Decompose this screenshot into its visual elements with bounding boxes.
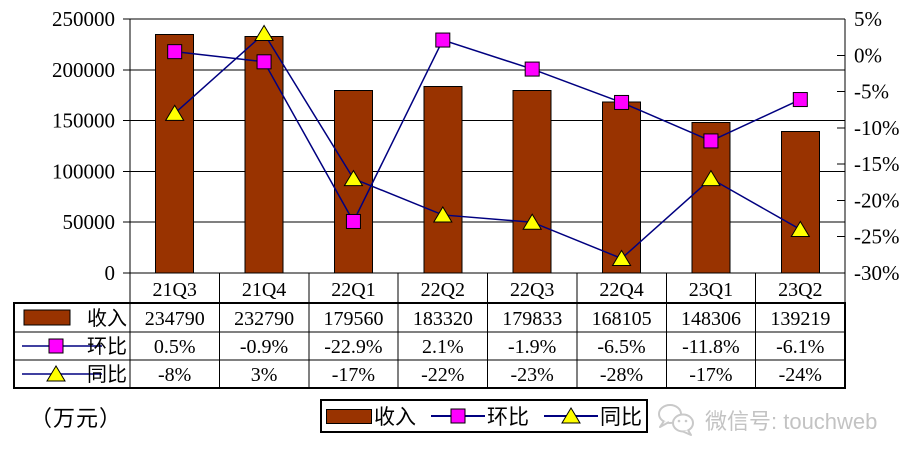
x-axis-label: 22Q1 <box>331 279 375 301</box>
yoy-marker <box>343 169 364 187</box>
left-axis-tick-label: 50000 <box>63 210 116 234</box>
x-axis-label: 22Q3 <box>510 279 554 301</box>
table-cell-value: 139219 <box>770 308 830 330</box>
table-cell-value: -1.9% <box>508 336 556 358</box>
watermark-text: 微信号: touchweb <box>705 409 878 434</box>
revenue-bar <box>423 86 463 274</box>
qoq-line <box>174 39 801 224</box>
table-cell-value: -8% <box>158 364 191 386</box>
yoy-marker <box>254 24 274 42</box>
table-cell-value: -24% <box>779 364 822 386</box>
yoy-line <box>174 32 801 260</box>
qoq-marker-icon <box>431 408 485 424</box>
right-axis-tick-label: -20% <box>854 188 900 212</box>
legend-label-revenue: 收入 <box>374 405 416 429</box>
table-key-yoy-label: 同比 <box>87 363 127 386</box>
legend-item-qoq: 环比 <box>431 401 529 431</box>
table-cell-value: -6.5% <box>597 336 645 358</box>
yoy-marker <box>790 220 811 237</box>
x-axis-label: 21Q3 <box>152 279 196 301</box>
table-key-revenue-label: 收入 <box>87 307 127 330</box>
yoy-marker <box>611 249 632 266</box>
wechat-icon <box>658 404 694 436</box>
watermark: 微信号: touchweb <box>656 399 877 441</box>
revenue-bar <box>244 35 284 274</box>
qoq-marker <box>614 94 630 110</box>
yoy-marker <box>701 169 721 187</box>
table-cell-value: -6.1% <box>776 336 824 358</box>
chart-legend: 收入 环比 同比 <box>320 399 648 433</box>
table-cell-value: 0.5% <box>154 336 196 358</box>
right-axis-tick-label: -25% <box>854 225 900 249</box>
legend-label-yoy: 同比 <box>600 405 642 429</box>
table-cell-value: 168105 <box>592 308 652 330</box>
revenue-bar <box>155 33 195 274</box>
legend-item-yoy: 同比 <box>544 401 642 431</box>
left-axis-tick-label: 250000 <box>52 7 115 31</box>
qoq-marker <box>167 44 183 60</box>
table-cell-value: -17% <box>332 364 375 386</box>
right-axis-tick-label: 0% <box>854 43 882 67</box>
right-axis-tick-label: 5% <box>854 7 882 31</box>
yoy-marker <box>522 213 543 230</box>
revenue-bar <box>512 89 552 274</box>
table-cell-value: -28% <box>600 364 643 386</box>
right-axis-tick-label: -10% <box>854 116 900 140</box>
revenue-bar <box>602 101 642 274</box>
table-cell-value: -22% <box>421 364 464 386</box>
table-cell-value: 179833 <box>502 308 562 330</box>
table-cell-value: 2.1% <box>422 336 464 358</box>
table-cell-value: -0.9% <box>240 336 288 358</box>
yoy-marker-icon <box>544 407 598 424</box>
table-cell-value: -11.8% <box>682 336 740 358</box>
table-key-qoq-icon <box>48 338 64 354</box>
table-key-qoq-label: 环比 <box>87 335 127 358</box>
table-cell-value: 148306 <box>681 308 741 330</box>
axes: 250000 200000 150000 100000 50000 0 5% 0% -5% -10… <box>52 7 900 303</box>
revenue-bar <box>780 131 820 274</box>
table-cell-value: 232790 <box>234 308 294 330</box>
table-cell-value: -17% <box>689 364 732 386</box>
right-axis-tick-label: -15% <box>854 152 900 176</box>
left-axis-tick-label: 150000 <box>52 109 115 133</box>
qoq-marker <box>435 32 451 48</box>
left-axis-tick-label: 200000 <box>52 58 115 82</box>
table-cell-value: 234790 <box>145 308 205 330</box>
data-table: 21Q3 21Q4 22Q1 22Q2 22Q3 22Q4 23Q1 23Q2 234790 23… <box>13 273 846 389</box>
bar-series-revenue <box>155 33 820 274</box>
legend-label-qoq: 环比 <box>487 405 529 429</box>
table-cell-value: 179560 <box>323 308 383 330</box>
x-axis-label: 21Q4 <box>242 279 286 301</box>
table-cell-value: 183320 <box>413 308 473 330</box>
x-axis-label: 23Q2 <box>778 279 822 301</box>
qoq-marker <box>524 61 540 77</box>
table-key-yoy-icon <box>46 365 66 382</box>
unit-label: （万元） <box>30 406 123 431</box>
revenue-bar-icon <box>326 408 372 424</box>
qoq-marker <box>256 54 272 70</box>
legend-item-revenue: 收入 <box>326 401 416 431</box>
right-axis-tick-label: -30% <box>854 261 900 285</box>
qoq-marker <box>345 213 361 229</box>
x-axis-label: 22Q4 <box>599 279 643 301</box>
right-axis-tick-label: -5% <box>854 80 889 104</box>
qoq-marker <box>792 92 808 108</box>
table-cell-value: -22.9% <box>324 336 382 358</box>
line-series <box>164 24 811 266</box>
table-key-revenue-icon <box>23 309 71 326</box>
table-cell-value: 3% <box>251 364 278 386</box>
table-cell-value: -23% <box>511 364 554 386</box>
left-axis-tick-label: 0 <box>105 261 116 285</box>
yoy-marker <box>432 205 453 223</box>
left-axis-tick-label: 100000 <box>52 159 115 183</box>
qoq-marker <box>703 133 719 149</box>
x-axis-label: 22Q2 <box>421 279 465 301</box>
x-axis-label: 23Q1 <box>689 279 733 301</box>
yoy-marker <box>164 104 185 121</box>
